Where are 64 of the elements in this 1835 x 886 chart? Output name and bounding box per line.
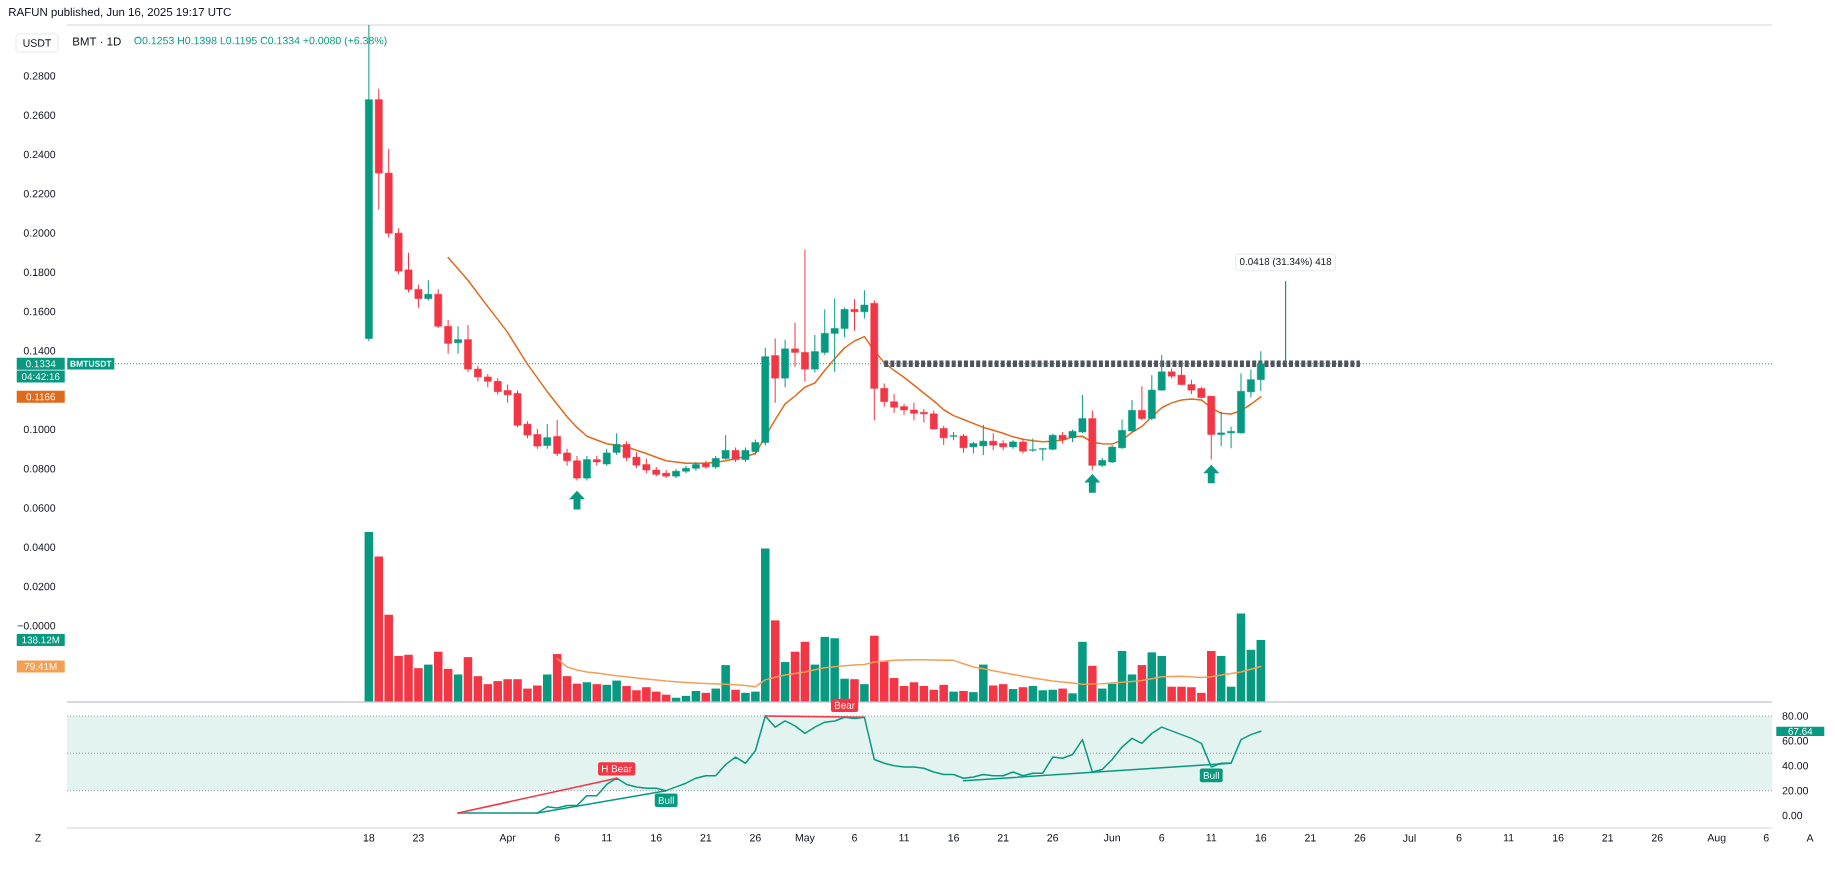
ref-line-label: 0.1334 — [26, 360, 56, 368]
x-tick-label: 21 — [1602, 834, 1614, 842]
x-tick-label: 16 — [948, 834, 959, 842]
x-tick-label: Jun — [1103, 834, 1120, 842]
x-tick-label: 26 — [750, 834, 761, 842]
y-axis-title: USDT — [23, 39, 52, 47]
x-tick-label: 23 — [413, 834, 424, 842]
y-tick-label: 20.00 — [1782, 786, 1809, 795]
x-tick-label: 6 — [1763, 834, 1769, 842]
x-tick-label: 26 — [1047, 834, 1059, 842]
text: 0.1166 — [26, 393, 56, 401]
x-tick-label: 21 — [997, 834, 1009, 842]
y-tick-label: 0.1600 — [23, 307, 56, 316]
y-tick-label: 0.1000 — [23, 425, 56, 434]
x-tick-label: 16 — [1553, 834, 1564, 842]
text: 138.12M — [22, 636, 60, 644]
y-tick-label: 0.1800 — [23, 268, 56, 276]
x-tick-label: 26 — [1651, 834, 1663, 842]
y-tick-label: 0.00 — [1782, 811, 1803, 820]
y-tick-label: −0.0000 — [17, 622, 56, 630]
annotation: H Bear — [602, 765, 632, 773]
y-tick-label: 40.00 — [1782, 762, 1809, 770]
y-tick-label: 0.0800 — [23, 464, 56, 473]
y-tick-label: 0.2400 — [23, 150, 56, 159]
x-tick-label: Jul — [1402, 834, 1416, 842]
x-tick-label: May — [795, 834, 815, 844]
y-tick-label: 0.1400 — [23, 347, 56, 355]
annotation: Bull — [658, 796, 674, 804]
y-tick-label: 0.0200 — [23, 582, 56, 591]
y-tick-label: 60.00 — [1782, 737, 1809, 745]
x-tick-label: Aug — [1707, 834, 1726, 844]
x-tick-label: 11 — [1503, 834, 1514, 842]
x-tick-label: 21 — [700, 834, 712, 842]
y-tick-label: 80.00 — [1782, 712, 1809, 720]
text: RAFUN published, Jun 16, 2025 19:17 UTC — [9, 7, 231, 19]
text: BMT · 1D — [73, 37, 121, 46]
y-tick-label: 0.2800 — [23, 72, 56, 80]
annotation: 0.0418 (31.34%) 418 — [1239, 257, 1332, 268]
y-tick-label: 0.0600 — [23, 504, 56, 512]
x-tick-label: 11 — [1206, 834, 1217, 842]
x-tick-label: 6 — [1456, 834, 1462, 842]
x-tick-label: 16 — [1255, 834, 1267, 842]
text: A — [1806, 834, 1814, 842]
y-tick-label: 0.0400 — [23, 543, 56, 551]
y-tick-label: 0.2000 — [23, 229, 56, 237]
text: 79.41M — [24, 662, 57, 670]
text: 04:42:16 — [21, 373, 60, 381]
x-tick-label: 16 — [651, 834, 662, 842]
y-tick-label: 0.2200 — [23, 189, 56, 198]
y-tick-label: 0.2600 — [23, 111, 56, 119]
x-tick-label: 6 — [852, 834, 857, 842]
annotation: Bull — [1203, 771, 1219, 779]
x-tick-label: 18 — [363, 834, 375, 842]
x-tick-label: 11 — [899, 834, 909, 842]
text: Z — [35, 834, 41, 842]
text: 67.64 — [1788, 727, 1813, 735]
x-tick-label: 11 — [602, 834, 612, 842]
x-tick-label: 26 — [1354, 834, 1366, 842]
x-tick-label: 6 — [1159, 834, 1165, 842]
annotation: Bear — [834, 701, 855, 709]
text: BMTUSDT — [70, 360, 112, 367]
x-tick-label: Apr — [499, 834, 516, 844]
x-tick-label: 21 — [1305, 834, 1316, 842]
x-tick-label: 6 — [554, 834, 560, 842]
